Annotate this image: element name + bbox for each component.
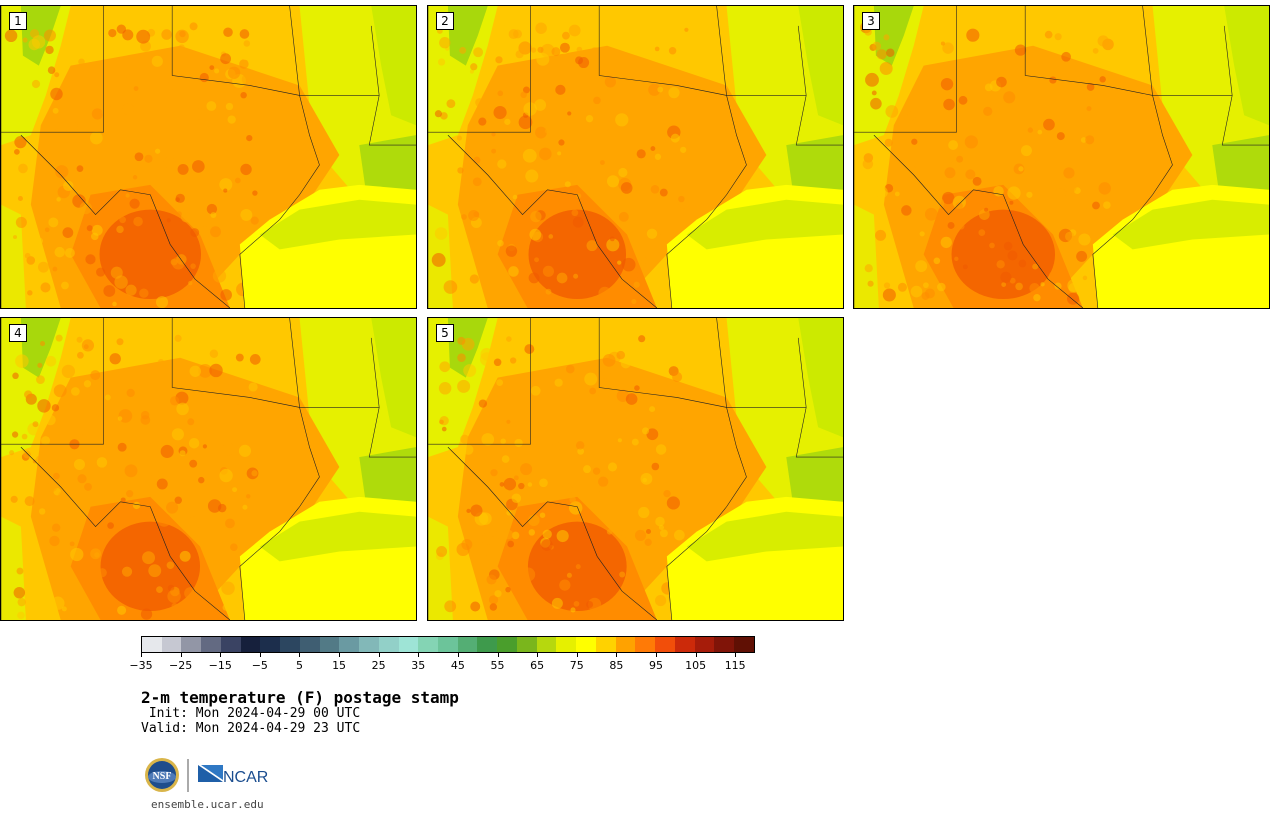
valid-time: Valid: Mon 2024-04-29 23 UTC xyxy=(141,721,361,736)
figure-title: 2-m temperature (F) postage stamp xyxy=(141,688,459,707)
colorbar-tick xyxy=(418,653,420,657)
colorbar-tick xyxy=(259,653,261,657)
website-text: ensemble.ucar.edu xyxy=(151,798,264,811)
colorbar-swatch xyxy=(655,637,675,652)
colorbar-tick-label: −35 xyxy=(129,659,153,672)
colorbar-swatch xyxy=(635,637,656,652)
colorbar-swatch xyxy=(319,637,340,652)
panel-number-label: 1 xyxy=(9,12,27,30)
colorbar-swatch xyxy=(674,637,695,652)
colorbar-tick-label: 35 xyxy=(411,659,426,672)
ensemble-member-panel: 4 xyxy=(0,317,417,621)
colorbar-tick-label: 65 xyxy=(530,659,545,672)
colorbar-tick-label: 95 xyxy=(648,659,663,672)
colorbar-tick xyxy=(220,653,222,657)
colorbar-swatch xyxy=(359,637,379,652)
colorbar-tick xyxy=(339,653,341,657)
temperature-map xyxy=(1,318,416,620)
colorbar-tick-label: 85 xyxy=(609,659,624,672)
ensemble-member-panel: 3 xyxy=(853,5,1270,309)
panel-number-label: 3 xyxy=(862,12,880,30)
temperature-colorbar xyxy=(141,636,755,653)
colorbar-swatch xyxy=(714,637,735,652)
colorbar-swatch xyxy=(497,637,517,652)
colorbar-tick-label: −15 xyxy=(208,659,232,672)
logos: NSF NCAR xyxy=(145,758,268,792)
colorbar-swatch xyxy=(280,637,300,652)
colorbar-swatch xyxy=(576,637,596,652)
ensemble-member-panel: 2 xyxy=(427,5,844,309)
colorbar-tick xyxy=(735,653,737,657)
colorbar-swatch xyxy=(201,637,221,652)
colorbar-tick-label: 15 xyxy=(332,659,347,672)
colorbar-swatch xyxy=(536,637,557,652)
nsf-logo-text: NSF xyxy=(153,771,172,782)
colorbar-tick-label: 5 xyxy=(295,659,303,672)
colorbar-swatch xyxy=(378,637,399,652)
temperature-map xyxy=(1,6,416,308)
temperature-map xyxy=(428,318,843,620)
colorbar-tick-label: 45 xyxy=(450,659,465,672)
colorbar-tick xyxy=(695,653,697,657)
ncar-logo-text: NCAR xyxy=(223,769,268,786)
colorbar-swatch xyxy=(240,637,261,652)
colorbar-swatch xyxy=(299,637,320,652)
ensemble-member-panel: 1 xyxy=(0,5,417,309)
colorbar-swatch xyxy=(220,637,241,652)
panel-number-label: 2 xyxy=(436,12,454,30)
colorbar-tick xyxy=(497,653,499,657)
colorbar-swatch xyxy=(477,637,498,652)
colorbar-swatch xyxy=(161,637,182,652)
colorbar-tick xyxy=(180,653,182,657)
temperature-map xyxy=(428,6,843,308)
colorbar-swatch xyxy=(615,637,636,652)
colorbar-tick xyxy=(576,653,578,657)
temperature-map xyxy=(854,6,1269,308)
colorbar-swatch xyxy=(260,637,281,652)
colorbar-swatch xyxy=(398,637,419,652)
colorbar-tick xyxy=(141,653,142,657)
colorbar-tick-label: −5 xyxy=(251,659,268,672)
colorbar-tick xyxy=(616,653,618,657)
colorbar-tick-label: −25 xyxy=(169,659,193,672)
ncar-logo-icon: NCAR xyxy=(198,765,268,786)
colorbar-tick-label: 55 xyxy=(490,659,505,672)
colorbar-tick xyxy=(457,653,459,657)
init-time: Init: Mon 2024-04-29 00 UTC xyxy=(141,706,361,721)
nsf-logo-icon: NSF xyxy=(145,758,179,792)
colorbar-tick-label: 105 xyxy=(685,659,707,672)
colorbar-tick-label: 115 xyxy=(724,659,746,672)
colorbar-swatch xyxy=(418,637,439,652)
panel-number-label: 5 xyxy=(436,324,454,342)
colorbar-swatch xyxy=(438,637,458,652)
colorbar-swatch xyxy=(556,637,577,652)
colorbar-tick-label: 25 xyxy=(371,659,386,672)
panel-number-label: 4 xyxy=(9,324,27,342)
ensemble-member-panel: 5 xyxy=(427,317,844,621)
colorbar-swatch xyxy=(734,637,754,652)
colorbar-swatch xyxy=(457,637,478,652)
colorbar-ticks: −35 −25 −15 −5 5 15 25 35 45 55 65 75 85 95 105 115 xyxy=(129,653,755,673)
colorbar-tick xyxy=(537,653,539,657)
colorbar-tick xyxy=(655,653,657,657)
colorbar-swatch xyxy=(339,637,360,652)
colorbar-swatch xyxy=(181,637,202,652)
colorbar-swatch xyxy=(142,637,162,652)
colorbar-tick-label: 75 xyxy=(569,659,584,672)
colorbar-tick xyxy=(378,653,380,657)
colorbar-tick xyxy=(299,653,301,657)
colorbar-swatch xyxy=(516,637,537,652)
colorbar-swatch xyxy=(595,637,616,652)
colorbar-swatch xyxy=(694,637,715,652)
